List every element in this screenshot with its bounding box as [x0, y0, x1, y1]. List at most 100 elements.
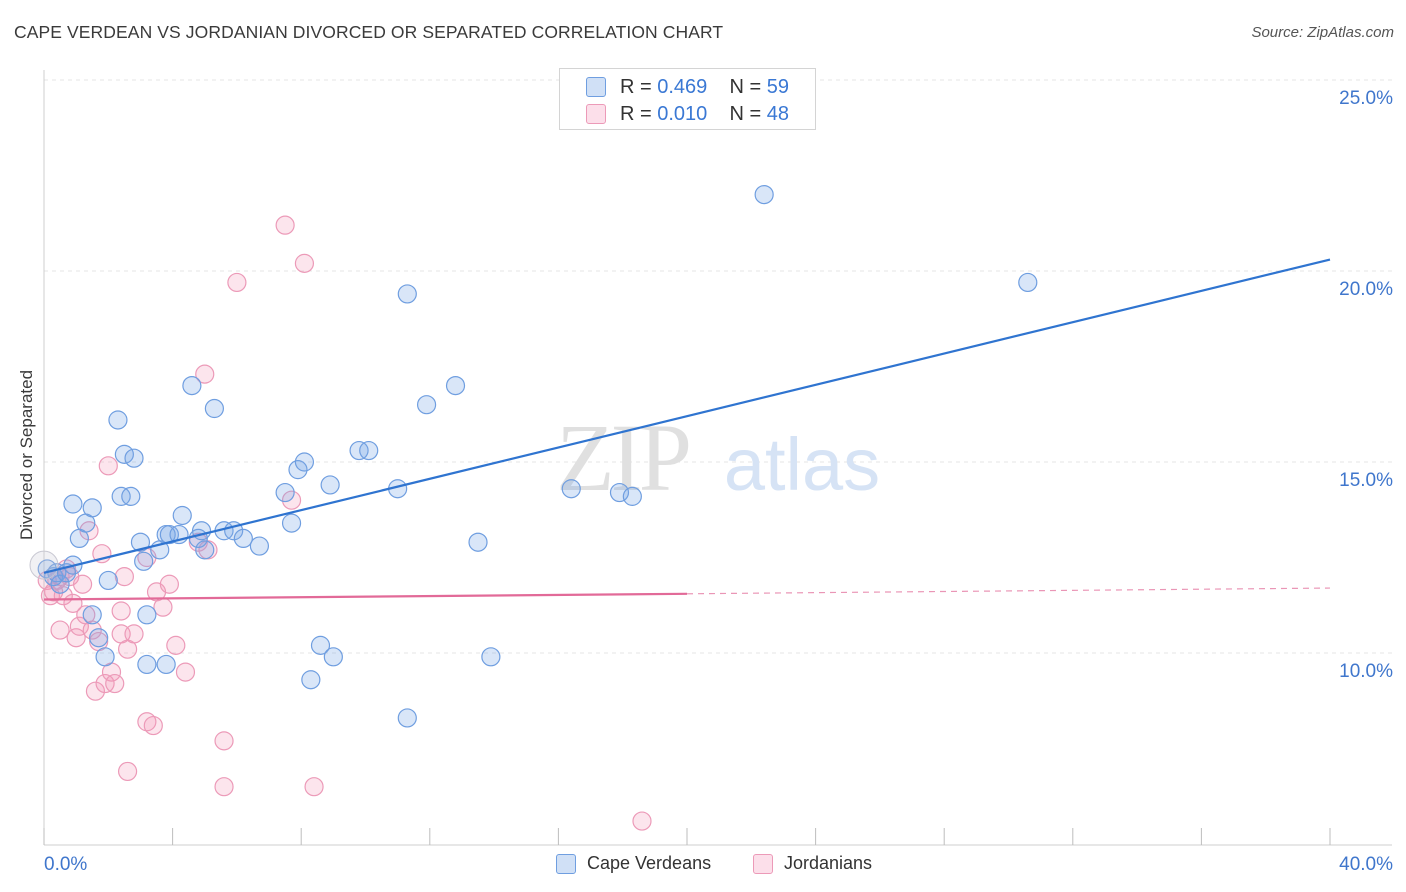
- cape-verdean-point: [561, 479, 581, 499]
- cape-verdean-point: [609, 482, 630, 503]
- cape-verdean-point: [182, 376, 202, 396]
- jordanians-trendline-extension: [686, 587, 1331, 595]
- source-note: Source: ZipAtlas.com: [1251, 24, 1394, 41]
- jordanians-trendline: [43, 592, 688, 601]
- jordanian-point: [66, 628, 86, 648]
- cape-verdean-point: [172, 505, 192, 526]
- cape-verdean-point: [288, 460, 308, 480]
- cape-verdean-point: [622, 486, 642, 506]
- x-tick-label: 0.0%: [44, 854, 87, 875]
- cape-verdeans-swatch: [586, 77, 606, 97]
- watermark-atlas: atlas: [724, 423, 880, 506]
- jordanian-point: [166, 635, 186, 655]
- jordanian-point: [195, 364, 215, 384]
- jordanian-point: [124, 624, 144, 644]
- jordanian-point: [111, 601, 131, 621]
- jordanian-point: [105, 673, 125, 694]
- jordanian-point: [114, 566, 134, 587]
- n-label: N =: [729, 76, 767, 98]
- cape-verdean-point: [397, 708, 417, 728]
- cape-verdean-point: [323, 647, 343, 667]
- jordanian-point: [50, 620, 70, 640]
- n-value: 48: [766, 103, 790, 125]
- chart-title: CAPE VERDEAN VS JORDANIAN DIVORCED OR SE…: [14, 22, 724, 42]
- jordanian-point: [143, 715, 163, 736]
- jordanians-swatch: [586, 104, 606, 124]
- jordanian-point: [153, 597, 173, 617]
- cape-verdean-point: [195, 540, 215, 560]
- cape-verdean-point: [130, 532, 151, 552]
- series-legend: Cape Verdeans Jordanians: [0, 852, 1406, 878]
- cape-verdean-point: [82, 498, 102, 518]
- cape-verdean-point: [204, 398, 224, 419]
- cape-verdean-point: [275, 482, 295, 503]
- x-tick-label: 40.0%: [1339, 854, 1393, 875]
- cape-verdean-point: [249, 536, 270, 556]
- jordanian-point: [69, 616, 89, 636]
- jordanian-point: [159, 574, 179, 594]
- cape-verdean-point: [114, 444, 134, 464]
- trend-layer: [43, 258, 1331, 601]
- cape-verdean-point: [310, 635, 331, 655]
- y-tick-label: 15.0%: [1339, 470, 1393, 491]
- watermark: ZIP atlas: [556, 404, 880, 511]
- legend-label: Cape Verdeans: [587, 853, 712, 873]
- cape-verdean-point: [416, 395, 437, 415]
- cape-verdean-point: [233, 528, 253, 549]
- jordanian-point: [117, 761, 138, 782]
- cape-verdean-point: [754, 185, 774, 205]
- y-tick-label: 20.0%: [1339, 279, 1393, 300]
- axis-layer: [43, 70, 1392, 846]
- r-value: 0.469: [657, 76, 708, 98]
- n-label: N =: [729, 103, 767, 125]
- cape-verdean-point: [95, 647, 115, 667]
- jordanian-point: [175, 662, 196, 682]
- cape-verdean-point: [159, 524, 179, 545]
- y-tick-label: 10.0%: [1339, 661, 1393, 682]
- n-value: 59: [766, 76, 790, 98]
- grid-layer: [44, 79, 1392, 654]
- jordanians-swatch: [753, 854, 773, 874]
- r-label: R =: [620, 103, 658, 125]
- jordanian-point: [304, 777, 324, 797]
- jordanian-point: [294, 253, 315, 273]
- r-label: R =: [620, 76, 658, 98]
- jordanian-point: [95, 673, 115, 694]
- cape-verdean-point: [445, 376, 466, 396]
- y-tick-label: 25.0%: [1339, 88, 1393, 109]
- cape-verdean-point: [63, 494, 83, 514]
- cape-verdeans-swatch: [556, 854, 576, 874]
- r-value: 0.010: [657, 103, 708, 125]
- cape-verdean-point: [89, 628, 109, 648]
- cape-verdean-point: [124, 448, 144, 468]
- jordanian-point: [214, 777, 234, 797]
- cape-verdean-point: [111, 486, 131, 506]
- cape-verdean-point: [29, 550, 59, 580]
- cape-verdean-point: [320, 475, 340, 495]
- cape-verdean-point: [121, 486, 141, 506]
- cape-verdean-point: [1018, 272, 1038, 293]
- cape-verdean-point: [134, 551, 154, 571]
- jordanians-points: [37, 215, 652, 831]
- jordanian-point: [632, 811, 652, 831]
- cape-verdean-point: [50, 574, 70, 594]
- cape-verdean-point: [82, 605, 102, 625]
- cape-verdean-point: [137, 654, 157, 675]
- cape-verdean-point: [481, 647, 501, 667]
- cape-verdean-point: [397, 284, 417, 304]
- cape-verdean-point: [301, 670, 321, 690]
- jordanian-point: [275, 215, 295, 235]
- jordanian-point: [281, 490, 302, 510]
- cape-verdean-point: [108, 410, 128, 430]
- jordanian-point: [72, 574, 93, 594]
- cape-verdean-point: [137, 605, 157, 625]
- cape-verdean-point: [156, 654, 176, 675]
- cape-verdean-point: [281, 513, 302, 533]
- jordanian-point: [227, 272, 247, 293]
- cape-verdean-point: [294, 452, 315, 472]
- cape-verdeans-trendline: [43, 258, 1331, 574]
- cape-verdean-point: [98, 570, 118, 591]
- cape-verdean-point: [349, 440, 369, 461]
- cape-verdean-point: [468, 532, 488, 552]
